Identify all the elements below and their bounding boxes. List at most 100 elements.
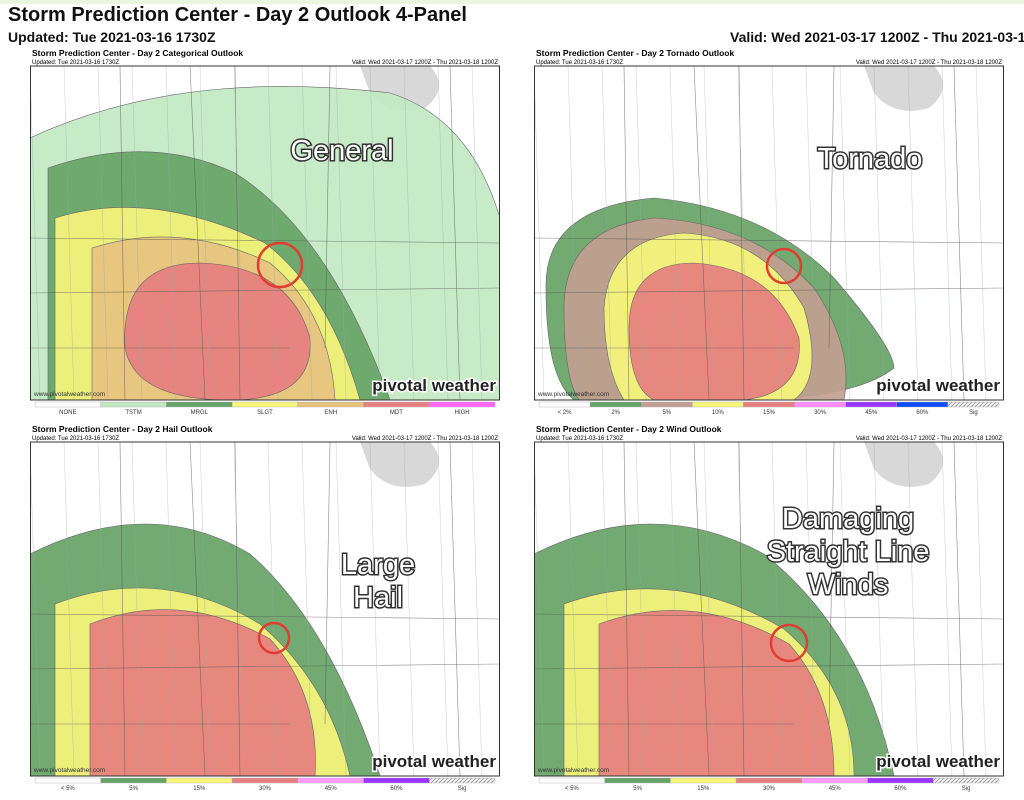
map-frame bbox=[534, 65, 1004, 401]
state-border bbox=[234, 65, 241, 401]
panel-title: Storm Prediction Center - Day 2 Tornado … bbox=[536, 48, 734, 58]
county-line bbox=[233, 441, 245, 777]
state-border bbox=[623, 65, 630, 401]
legend-label: Sig bbox=[962, 786, 971, 792]
brand: pivotal weather bbox=[876, 752, 1000, 771]
legend-label: 15% bbox=[697, 786, 710, 792]
legend-label: < 2% bbox=[558, 410, 573, 416]
legend-swatch bbox=[100, 401, 167, 408]
county-line bbox=[403, 65, 415, 401]
state-border bbox=[189, 65, 206, 401]
legend-label: 60% bbox=[894, 786, 907, 792]
county-line bbox=[669, 441, 681, 777]
legend-label: SLGT bbox=[257, 410, 273, 416]
legend-swatch bbox=[363, 777, 430, 784]
legend-swatch bbox=[692, 401, 744, 408]
legend-label: ENH bbox=[324, 410, 337, 416]
legend-swatch bbox=[641, 401, 693, 408]
legend-swatch bbox=[363, 401, 430, 408]
overlay-label: Hail bbox=[353, 582, 403, 614]
risk-area bbox=[89, 609, 316, 777]
panel-title: Storm Prediction Center - Day 2 Categori… bbox=[32, 48, 243, 58]
highlight-circle bbox=[769, 623, 809, 663]
panel: Storm Prediction Center - Day 2 Tornado … bbox=[533, 48, 1005, 416]
state-border bbox=[29, 237, 501, 244]
site-watermark: www.pivotalweather.com bbox=[33, 391, 105, 398]
brand: pivotal weather bbox=[372, 752, 496, 771]
legend-swatch bbox=[845, 401, 897, 408]
outlook-map: Storm Prediction Center - Day 2 Categori… bbox=[29, 48, 501, 416]
legend-swatch bbox=[896, 401, 949, 408]
state-border bbox=[953, 65, 965, 401]
map-frame bbox=[30, 441, 500, 777]
state-border bbox=[533, 613, 1005, 620]
county-line bbox=[369, 65, 381, 401]
legend-swatch bbox=[538, 777, 605, 784]
state-border bbox=[189, 441, 206, 777]
panel-valid: Valid: Wed 2021-03-17 1200Z - Thu 2021-0… bbox=[856, 60, 1002, 66]
county-line bbox=[97, 65, 109, 401]
legend-swatch bbox=[867, 777, 934, 784]
county-line bbox=[267, 441, 279, 777]
state-border bbox=[324, 65, 331, 349]
panel-updated: Updated: Tue 2021-03-16 1730Z bbox=[32, 60, 119, 66]
risk-area bbox=[628, 262, 800, 401]
county-line bbox=[335, 441, 347, 777]
legend-label: TSTM bbox=[125, 410, 141, 416]
legend-swatch bbox=[166, 777, 233, 784]
legend-label: 30% bbox=[763, 786, 776, 792]
header-bg bbox=[30, 424, 500, 442]
legend-label: MRGL bbox=[191, 410, 209, 416]
county-line bbox=[131, 65, 143, 401]
legend-label: 15% bbox=[763, 410, 776, 416]
county-line bbox=[437, 441, 449, 777]
legend-label: 5% bbox=[129, 786, 138, 792]
state-border bbox=[738, 65, 745, 401]
legend-label: 45% bbox=[325, 786, 338, 792]
map-frame bbox=[30, 65, 500, 401]
legend-label: HIGH bbox=[455, 410, 470, 416]
state-border bbox=[738, 441, 745, 777]
legend-label: NONE bbox=[59, 410, 76, 416]
legend-label: < 5% bbox=[565, 786, 580, 792]
legend-swatch bbox=[297, 777, 364, 784]
overlay-label: Damaging bbox=[782, 503, 914, 535]
county-line bbox=[669, 65, 681, 401]
county-line bbox=[233, 65, 245, 401]
legend-swatch bbox=[589, 401, 642, 408]
county-line bbox=[471, 441, 483, 777]
legend-swatch bbox=[947, 401, 1000, 408]
state-border bbox=[693, 441, 710, 777]
county-line bbox=[703, 65, 715, 401]
updated-time: Updated: Tue 2021-03-16 1730Z bbox=[8, 29, 216, 45]
county-line bbox=[839, 441, 851, 777]
county-line bbox=[63, 441, 75, 777]
state-border bbox=[623, 441, 630, 777]
state-border bbox=[828, 65, 835, 349]
legend-swatch bbox=[231, 401, 299, 408]
legend-label: 5% bbox=[633, 786, 642, 792]
state-border bbox=[234, 441, 241, 777]
legend-label: 60% bbox=[916, 410, 929, 416]
state-border bbox=[533, 663, 1005, 670]
brand: pivotal weather bbox=[876, 376, 1000, 395]
valid-time: Valid: Wed 2021-03-17 1200Z - Thu 2021-0… bbox=[730, 29, 1024, 45]
top-bar bbox=[0, 0, 1024, 4]
header-bg bbox=[534, 424, 1004, 442]
county-line bbox=[403, 441, 415, 777]
state-border bbox=[449, 441, 461, 777]
legend-label: 45% bbox=[829, 786, 842, 792]
state-border bbox=[119, 65, 126, 401]
county-line bbox=[737, 65, 749, 401]
lake bbox=[864, 66, 943, 111]
county-line bbox=[29, 65, 41, 401]
county-line bbox=[267, 65, 279, 401]
state-border bbox=[533, 237, 1005, 244]
county-line bbox=[941, 441, 953, 777]
legend-label: 2% bbox=[611, 410, 620, 416]
panel-title: Storm Prediction Center - Day 2 Hail Out… bbox=[32, 424, 213, 434]
county-line bbox=[635, 65, 647, 401]
header-bg bbox=[30, 48, 500, 66]
panel-valid: Valid: Wed 2021-03-17 1200Z - Thu 2021-0… bbox=[856, 436, 1002, 442]
county-line bbox=[165, 441, 177, 777]
